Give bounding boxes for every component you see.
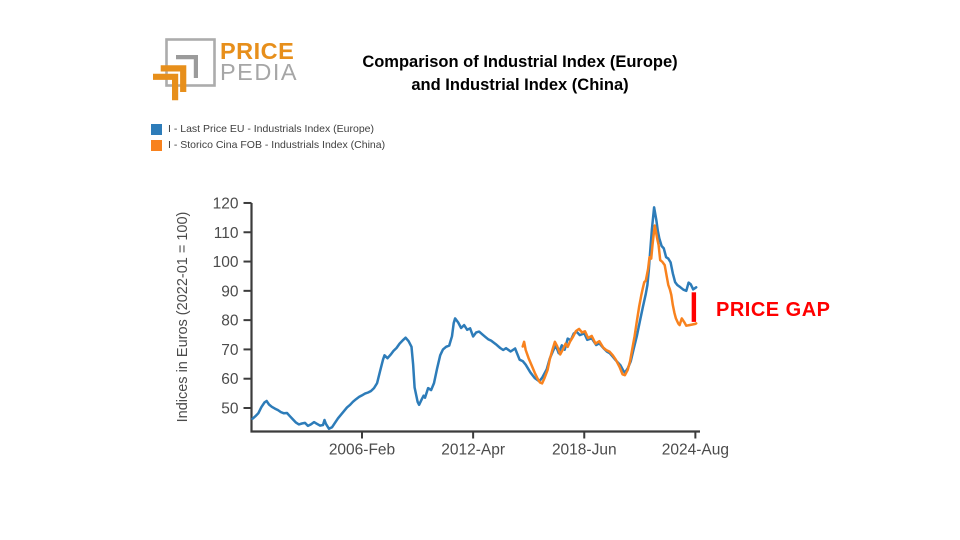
y-axis-title: Indices in Euros (2022-01 = 100)	[175, 212, 191, 423]
legend-swatch-china	[151, 139, 162, 151]
chart-title-line1: Comparison of Industrial Index (Europe)	[362, 53, 678, 71]
legend-label-europe: I - Last Price EU - Industrials Index (E…	[168, 123, 374, 135]
logo-corner-orange-mid	[160, 65, 187, 92]
legend-item-china: I - Storico Cina FOB - Industrials Index…	[151, 137, 385, 153]
logo-square	[165, 38, 216, 87]
x-tick-label: 2024-Aug	[662, 442, 729, 459]
y-tick-label: 60	[221, 371, 239, 388]
price-gap-bar	[691, 292, 697, 322]
china-index-line	[521, 224, 698, 385]
y-tick-label: 120	[213, 195, 239, 212]
logo-word-pedia: PEDIA	[220, 59, 299, 85]
europe-index-line	[251, 206, 698, 431]
y-tick-label: 50	[221, 401, 239, 418]
logo-word-price: PRICE	[220, 38, 295, 64]
legend-item-europe: I - Last Price EU - Industrials Index (E…	[151, 121, 385, 137]
legend-label-china: I - Storico Cina FOB - Industrials Index…	[168, 139, 386, 151]
logo-corner-orange-outer	[153, 73, 179, 101]
axes	[250, 202, 700, 433]
chart-title: Comparison of Industrial Index (Europe) …	[320, 51, 720, 97]
y-tick-label: 110	[214, 225, 239, 242]
y-tick-label: 80	[221, 313, 239, 330]
legend-swatch-europe	[151, 123, 162, 135]
y-tick-label: 90	[221, 283, 239, 300]
y-tick-label: 70	[221, 342, 239, 359]
price-gap-label: PRICE GAP	[716, 299, 831, 321]
y-tick-label: 100	[213, 254, 239, 271]
chart-title-line2: and Industrial Index (China)	[411, 76, 629, 94]
x-tick-label: 2018-Jun	[552, 442, 617, 459]
logo-corner-gray	[176, 55, 198, 78]
x-tick-label: 2006-Feb	[329, 442, 395, 459]
x-tick-label: 2012-Apr	[441, 442, 505, 459]
pricepedia-logo-icon	[153, 38, 216, 101]
chart-legend: I - Last Price EU - Industrials Index (E…	[151, 121, 385, 153]
pricepedia-wordmark: PRICE PEDIA	[220, 38, 299, 85]
